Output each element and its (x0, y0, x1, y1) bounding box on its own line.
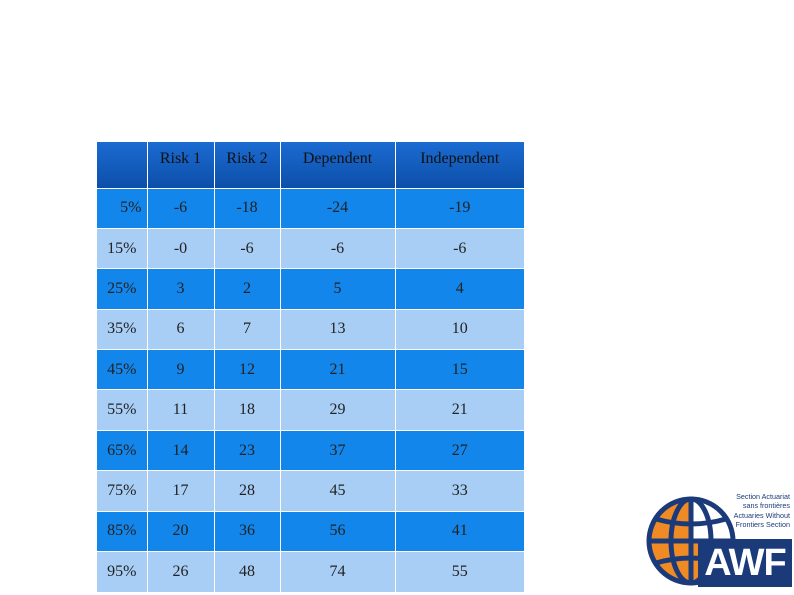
table-cell: 20 (147, 511, 215, 552)
awf-logo: Section Actuariat sans frontières Actuar… (646, 489, 792, 589)
row-label: 25% (97, 268, 148, 310)
table-cell: 36 (214, 511, 281, 552)
row-label: 35% (97, 309, 148, 350)
table-cell: 45 (280, 470, 396, 512)
row-label: 65% (97, 430, 148, 471)
table-cell: -6 (280, 228, 396, 269)
table-cell: 5 (280, 268, 396, 310)
row-label: 95% (97, 551, 148, 592)
table-cell: -6 (395, 228, 524, 269)
table-cell: 33 (395, 470, 524, 512)
table-cell: 14 (147, 430, 215, 471)
table-row: 85% 20 36 56 41 (97, 511, 524, 552)
table-cell: 10 (395, 309, 524, 350)
table-row: 55% 11 18 29 21 (97, 389, 524, 431)
table-row: 65% 14 23 37 27 (97, 430, 524, 471)
logo-tagline: Section Actuariat sans frontières Actuar… (732, 492, 790, 530)
table-cell: 48 (214, 551, 281, 592)
table-cell: 23 (214, 430, 281, 471)
logo-line-3: Actuaries Without (733, 510, 790, 520)
table-row: 25% 3 2 5 4 (97, 268, 524, 310)
table-cell: 4 (395, 268, 524, 310)
row-label: 15% (97, 228, 148, 269)
header-risk-1: Risk 1 (147, 142, 215, 188)
table-cell: -24 (280, 188, 396, 229)
header-dependent: Dependent (280, 142, 396, 188)
logo-line-1: Section Actuariat (736, 492, 790, 501)
table-cell: 15 (395, 349, 524, 390)
row-label: 75% (97, 470, 148, 512)
header-corner (97, 142, 148, 188)
table-cell: 18 (214, 389, 281, 431)
table-cell: 41 (395, 511, 524, 552)
table-row: 45% 9 12 21 15 (97, 349, 524, 390)
table-cell: 12 (214, 349, 281, 390)
table-cell: -0 (147, 228, 215, 269)
table-cell: 13 (280, 309, 396, 350)
table-cell: 9 (147, 349, 215, 390)
header-independent: Independent (395, 142, 524, 188)
table-row: 35% 6 7 13 10 (97, 309, 524, 350)
table-cell: 29 (280, 389, 396, 431)
table-cell: -19 (395, 188, 524, 229)
table-cell: 56 (280, 511, 396, 552)
table-cell: 17 (147, 470, 215, 512)
row-label: 55% (97, 389, 148, 431)
row-label: 5% (97, 188, 148, 229)
table-cell: 7 (214, 309, 281, 350)
table-cell: 11 (147, 389, 215, 431)
header-row: Risk 1 Risk 2 Dependent Independent (97, 142, 524, 188)
table-row: 75% 17 28 45 33 (97, 470, 524, 512)
row-label: 85% (97, 511, 148, 552)
table-header: Risk 1 Risk 2 Dependent Independent (97, 142, 524, 188)
table-cell: 2 (214, 268, 281, 310)
logo-line-2: sans frontières (742, 501, 790, 511)
table-cell: -18 (214, 188, 281, 229)
table-row: 95% 26 48 74 55 (97, 551, 524, 592)
table-row: 15% -0 -6 -6 -6 (97, 228, 524, 269)
table-cell: 3 (147, 268, 215, 310)
table-cell: 55 (395, 551, 524, 592)
table-cell: 27 (395, 430, 524, 471)
table-cell: 6 (147, 309, 215, 350)
table-cell: 21 (395, 389, 524, 431)
logo-brand: AWF (698, 539, 792, 587)
table-body: 5% -6 -18 -24 -19 15% -0 -6 -6 -6 25% 3 2 5 4 35% 6 7 13 10… (97, 188, 524, 592)
table-row: 5% -6 -18 -24 -19 (97, 188, 524, 229)
quantile-table: Risk 1 Risk 2 Dependent Independent 5% -6… (97, 142, 524, 592)
table-cell: 26 (147, 551, 215, 592)
header-risk-2: Risk 2 (214, 142, 281, 188)
table-cell: -6 (214, 228, 281, 269)
row-label: 45% (97, 349, 148, 390)
table-cell: 37 (280, 430, 396, 471)
table-cell: -6 (147, 188, 215, 229)
table-cell: 74 (280, 551, 396, 592)
table-cell: 21 (280, 349, 396, 390)
logo-line-4: Frontiers Section (735, 520, 790, 530)
table-cell: 28 (214, 470, 281, 512)
